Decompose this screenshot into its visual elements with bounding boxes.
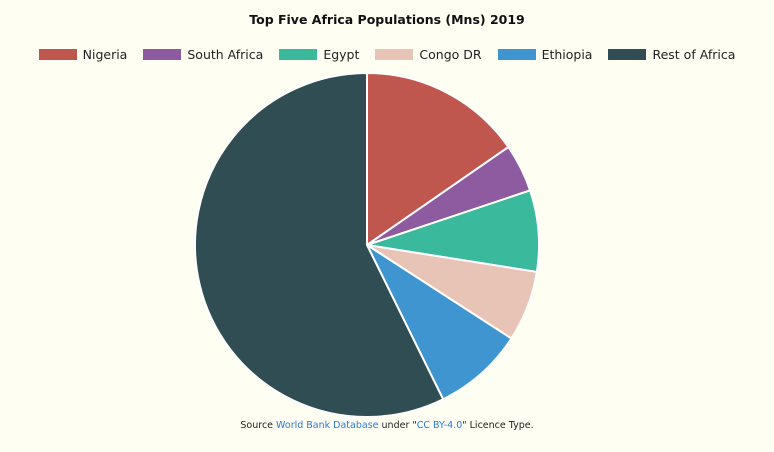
legend-swatch xyxy=(279,49,318,60)
legend-label: Congo DR xyxy=(419,47,482,62)
pie-slice-rest-of-africa[interactable] xyxy=(194,71,445,418)
legend-label: Nigeria xyxy=(82,47,128,62)
legend-item-south-africa[interactable]: South Africa xyxy=(143,47,263,62)
legend-item-ethiopia[interactable]: Ethiopia xyxy=(497,47,593,62)
source-suffix: " Licence Type. xyxy=(462,420,534,431)
legend-item-congo-dr[interactable]: Congo DR xyxy=(375,47,482,62)
license-link[interactable]: CC BY-4.0 xyxy=(416,420,463,431)
source-note: Source World Bank Database under "CC BY-… xyxy=(0,420,774,431)
legend-swatch xyxy=(608,49,647,60)
legend-swatch xyxy=(38,49,77,60)
source-prefix: Source xyxy=(240,420,277,431)
chart-legend: Nigeria South Africa Egypt Congo DR Ethi… xyxy=(0,47,774,62)
legend-swatch xyxy=(143,49,182,60)
pie-slice-ethiopia[interactable] xyxy=(364,242,513,401)
legend-swatch xyxy=(375,49,414,60)
legend-label: Egypt xyxy=(323,47,360,62)
source-middle: under " xyxy=(378,420,417,431)
legend-item-rest-of-africa[interactable]: Rest of Africa xyxy=(608,47,735,62)
pie-slice-nigeria[interactable] xyxy=(366,71,510,247)
legend-item-nigeria[interactable]: Nigeria xyxy=(38,47,128,62)
world-bank-link[interactable]: World Bank Database xyxy=(276,420,379,431)
legend-swatch xyxy=(497,49,536,60)
legend-label: Ethiopia xyxy=(541,47,593,62)
legend-label: Rest of Africa xyxy=(652,47,736,62)
legend-label: South Africa xyxy=(187,47,264,62)
chart-title: Top Five Africa Populations (Mns) 2019 xyxy=(249,12,525,27)
legend-item-egypt[interactable]: Egypt xyxy=(279,47,359,62)
